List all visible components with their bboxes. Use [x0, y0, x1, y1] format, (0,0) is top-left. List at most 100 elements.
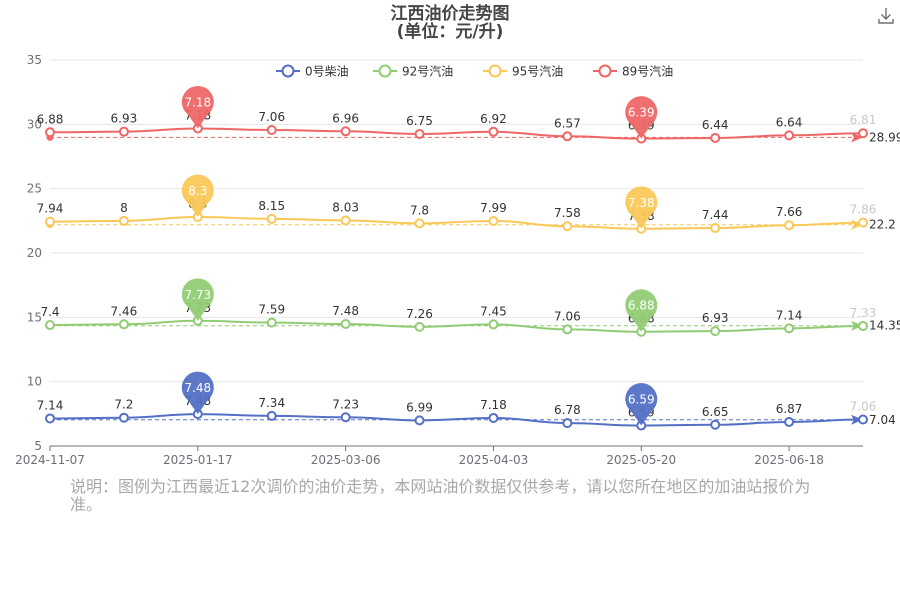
data-label: 7.58 — [554, 206, 581, 220]
legend-label: 95号汽油 — [512, 64, 563, 79]
data-label: 6.57 — [554, 116, 581, 130]
legend-swatch-marker — [598, 64, 612, 78]
average-value-label: 7.04 — [869, 413, 896, 427]
markpoint-label: 7.38 — [628, 196, 655, 210]
markpoint-pin — [181, 174, 214, 217]
data-label: 6.64 — [776, 115, 803, 129]
data-label: 7.06 — [258, 110, 285, 124]
average-line-arrow — [851, 414, 863, 425]
markpoint-pin — [625, 289, 658, 332]
data-label: 6.78 — [554, 403, 581, 417]
x-tick-label: 2025-06-18 — [754, 453, 824, 467]
markpoint-pin — [181, 85, 214, 129]
data-point — [562, 131, 573, 142]
average-value-label: 28.99 — [869, 130, 900, 144]
data-point — [858, 320, 868, 331]
y-tick-label: 10 — [27, 375, 42, 389]
data-point — [858, 414, 868, 425]
x-tick-label: 2025-05-20 — [606, 453, 676, 467]
data-label: 6.87 — [776, 402, 803, 416]
data-label: 7.26 — [406, 307, 433, 321]
data-point — [118, 319, 129, 330]
legend-item[interactable]: 0号柴油 — [276, 64, 349, 79]
data-label: 8.15 — [258, 199, 285, 213]
legend-item[interactable]: 92号汽油 — [373, 64, 453, 79]
data-label: 6.75 — [406, 114, 433, 128]
data-point — [488, 319, 499, 330]
data-point — [562, 221, 573, 232]
data-point — [266, 317, 277, 328]
data-point — [266, 124, 277, 135]
data-label: 7.06 — [850, 399, 877, 413]
data-label: 7.23 — [332, 397, 359, 411]
data-label: 7.66 — [776, 205, 803, 219]
data-point — [45, 320, 55, 331]
data-label: 6.92 — [480, 112, 507, 126]
data-label: 7.18 — [480, 398, 507, 412]
legend-label: 0号柴油 — [305, 65, 349, 79]
data-label: 7.44 — [702, 208, 729, 222]
markpoint-label: 6.59 — [628, 393, 655, 407]
data-label: 8.03 — [332, 200, 359, 214]
legend-item[interactable]: 95号汽油 — [483, 64, 563, 79]
series-line — [49, 215, 864, 230]
data-label: 7.34 — [258, 396, 285, 410]
markpoint-pin — [181, 278, 214, 321]
data-label: 7.94 — [37, 202, 64, 216]
data-point — [562, 418, 573, 429]
data-point — [414, 415, 425, 426]
data-label: 7.06 — [554, 309, 581, 323]
markpoint-label: 8.3 — [188, 184, 207, 198]
series-line — [49, 413, 864, 427]
data-point — [784, 416, 795, 427]
data-label: 7.4 — [40, 305, 59, 319]
data-point — [266, 213, 277, 224]
data-point — [45, 413, 55, 424]
data-point — [488, 412, 499, 423]
data-point — [414, 321, 425, 332]
legend-label: 89号汽油 — [622, 64, 673, 79]
markpoint-label: 6.88 — [628, 299, 655, 313]
markpoint-label: 7.73 — [184, 288, 211, 302]
data-point — [414, 218, 425, 229]
data-label: 6.88 — [37, 112, 64, 126]
data-point — [340, 126, 351, 137]
data-label: 7.48 — [332, 304, 359, 318]
x-tick-label: 2024-11-07 — [15, 453, 85, 467]
data-point — [858, 217, 868, 228]
markpoint-pin — [625, 96, 658, 139]
legend-item[interactable]: 89号汽油 — [593, 64, 673, 79]
data-label: 6.81 — [850, 113, 877, 127]
data-label: 7.2 — [114, 398, 133, 412]
data-point — [45, 216, 55, 227]
legend-swatch-marker — [378, 64, 392, 78]
data-label: 7.33 — [850, 306, 877, 320]
y-tick-label: 15 — [27, 310, 42, 324]
data-label: 7.45 — [480, 304, 507, 318]
average-value-label: 22.2 — [869, 218, 896, 232]
data-label: 7.86 — [850, 203, 877, 217]
average-value-label: 14.35 — [869, 319, 900, 333]
markpoint-label: 7.18 — [184, 95, 211, 109]
data-point — [784, 323, 795, 334]
data-point — [118, 126, 129, 137]
data-label: 6.65 — [702, 405, 729, 419]
legend-label: 92号汽油 — [402, 64, 453, 79]
data-point — [340, 412, 351, 423]
data-point — [414, 128, 425, 139]
data-label: 6.96 — [332, 111, 359, 125]
data-point — [562, 324, 573, 335]
data-label: 6.44 — [702, 118, 729, 132]
data-point — [710, 419, 721, 430]
data-point — [488, 126, 499, 137]
y-tick-label: 20 — [27, 246, 42, 260]
data-label: 7.59 — [258, 303, 285, 317]
data-label: 6.93 — [111, 112, 138, 126]
data-point — [340, 215, 351, 226]
data-label: 7.8 — [410, 203, 429, 217]
series-line — [49, 319, 864, 333]
download-icon[interactable] — [876, 6, 896, 26]
data-point — [340, 319, 351, 330]
